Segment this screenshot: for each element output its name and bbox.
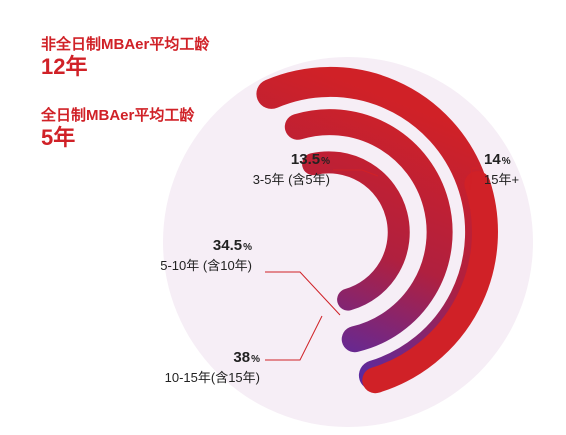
label-3-5-years: 13.5% 3-5年 (含5年) <box>253 151 330 189</box>
label-15-plus-unit: % <box>501 156 511 167</box>
label-5-10-years: 34.5% 5-10年 (含10年) <box>160 237 252 275</box>
label-5-10-range: 5-10年 (含10年) <box>160 258 252 273</box>
arc-15-plus-years <box>362 171 498 394</box>
label-3-5-value: 13.5 <box>290 151 321 168</box>
fulltime-label: 全日制MBAer平均工龄 <box>41 107 195 124</box>
label-10-15-value: 38 <box>233 349 251 366</box>
arc-5-10-years <box>284 109 453 353</box>
leader-15-plus-years <box>469 167 478 191</box>
leader-3-5-years <box>333 169 379 177</box>
parttime-stat: 非全日制MBAer平均工龄 12年 <box>41 36 209 80</box>
label-15-plus-years: 14% 15年+ <box>484 151 519 189</box>
label-10-15-years: 38% 10-15年(含15年) <box>165 349 260 387</box>
fulltime-stat: 全日制MBAer平均工龄 5年 <box>41 107 194 151</box>
label-5-10-unit: % <box>243 242 252 253</box>
label-10-15-unit: % <box>251 354 260 365</box>
leader-5-10-years <box>265 271 341 316</box>
parttime-value: 12年 <box>41 54 88 79</box>
label-3-5-unit: % <box>321 156 330 167</box>
label-15-plus-value: 14 <box>484 151 501 168</box>
label-5-10-value: 34.5 <box>212 237 243 254</box>
label-3-5-range: 3-5年 (含5年) <box>252 172 330 187</box>
fulltime-value: 5年 <box>41 125 76 150</box>
label-15-plus-range: 15年+ <box>484 172 520 187</box>
leader-10-15-years <box>265 315 323 361</box>
parttime-label: 非全日制MBAer平均工龄 <box>41 36 210 53</box>
label-10-15-range: 10-15年(含15年) <box>164 370 260 385</box>
arc-3-5-years <box>302 151 410 311</box>
